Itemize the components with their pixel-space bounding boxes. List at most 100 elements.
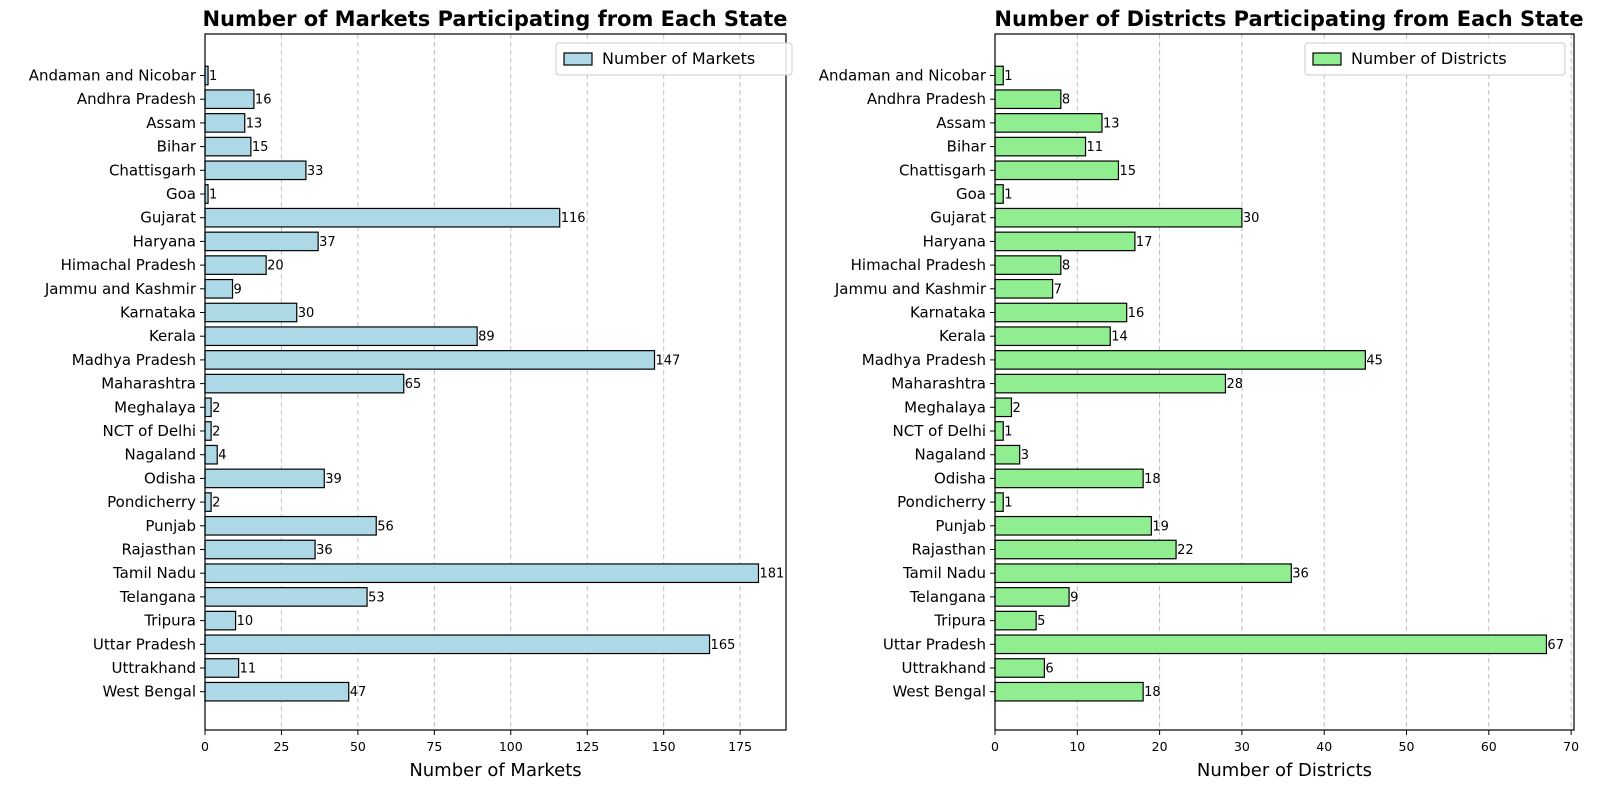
chart-panel-1: Number of Districts Participating from E… <box>819 7 1584 781</box>
category-label: Kerala <box>149 327 196 345</box>
category-label: Haryana <box>133 232 196 250</box>
bar <box>204 255 267 275</box>
bar <box>994 207 1243 228</box>
data-label: 5 <box>1037 614 1045 629</box>
data-label: 67 <box>1547 638 1564 653</box>
bar <box>994 255 1062 275</box>
data-label: 28 <box>1226 377 1243 392</box>
category-label: Chattisgarh <box>899 161 986 179</box>
data-label: 30 <box>1243 211 1260 226</box>
data-label: 9 <box>234 282 242 297</box>
bar <box>204 136 252 157</box>
data-label: 17 <box>1136 235 1153 250</box>
plot-frame <box>204 33 787 731</box>
data-label: 89 <box>478 330 495 345</box>
legend-box <box>1304 42 1566 76</box>
category-label: Rajasthan <box>911 541 986 559</box>
data-label: 1 <box>1004 188 1012 203</box>
bar <box>994 113 1103 133</box>
bar <box>994 634 1548 655</box>
category-label: Tripura <box>143 612 196 630</box>
bar <box>204 89 255 110</box>
bar <box>994 444 1021 465</box>
category-label: Gujarat <box>930 209 986 227</box>
plot-frame <box>994 33 1575 731</box>
bar <box>204 231 319 252</box>
category-label: Tripura <box>933 612 986 630</box>
data-label: 65 <box>405 377 422 392</box>
bar <box>994 563 1292 584</box>
data-label: 45 <box>1366 353 1383 368</box>
x-tick-label: 75 <box>426 739 442 754</box>
bar <box>994 184 1004 204</box>
data-label: 1 <box>209 69 217 84</box>
bar <box>204 350 656 370</box>
category-label: Tamil Nadu <box>902 564 986 582</box>
category-label: Telangana <box>119 588 196 606</box>
bar <box>204 610 237 631</box>
data-label: 181 <box>759 567 784 582</box>
bar <box>204 468 325 489</box>
category-label: Uttar Pradesh <box>883 635 986 653</box>
category-label: Chattisgarh <box>109 161 196 179</box>
category-label: Uttrakhand <box>111 659 196 677</box>
bar <box>994 350 1366 370</box>
x-tick-label: 70 <box>1563 739 1579 754</box>
category-label: Assam <box>146 114 196 132</box>
category-label: Tamil Nadu <box>112 564 196 582</box>
data-label: 56 <box>377 519 394 534</box>
data-label: 6 <box>1045 662 1053 677</box>
x-tick-label: 100 <box>499 739 523 754</box>
category-label: Goa <box>956 185 986 203</box>
legend: Number of Markets <box>555 42 793 76</box>
data-label: 2 <box>212 496 220 511</box>
bar <box>994 302 1128 323</box>
category-label: Madhya Pradesh <box>862 351 986 369</box>
bar <box>994 610 1037 631</box>
bar <box>994 326 1111 347</box>
category-label: Bihar <box>947 138 987 156</box>
category-label: Pondicherry <box>897 493 986 511</box>
chart-title: Number of Districts Participating from E… <box>994 7 1583 31</box>
x-axis-label: Number of Districts <box>1197 760 1372 781</box>
data-label: 2 <box>1012 401 1020 416</box>
category-label: Telangana <box>909 588 986 606</box>
category-label: West Bengal <box>892 683 986 701</box>
data-label: 15 <box>1119 164 1136 179</box>
bar <box>204 113 246 133</box>
bar <box>994 515 1152 536</box>
category-label: Odisha <box>144 469 196 487</box>
bar <box>204 634 711 655</box>
data-label: 1 <box>1004 496 1012 511</box>
category-label: Gujarat <box>140 209 196 227</box>
data-label: 1 <box>209 188 217 203</box>
category-label: Bihar <box>157 138 197 156</box>
bar <box>994 681 1144 702</box>
data-label: 11 <box>240 662 257 677</box>
data-label: 13 <box>246 116 263 131</box>
legend-label: Number of Districts <box>1351 49 1507 68</box>
data-label: 14 <box>1111 330 1128 345</box>
bar <box>994 231 1136 252</box>
bar <box>204 278 234 299</box>
data-label: 20 <box>267 259 284 274</box>
bar <box>994 587 1070 607</box>
category-label: Goa <box>166 185 196 203</box>
bar <box>204 421 212 441</box>
chart-title: Number of Markets Participating from Eac… <box>202 7 787 31</box>
data-label: 165 <box>711 638 736 653</box>
data-label: 9 <box>1070 590 1078 605</box>
bar <box>204 515 377 536</box>
legend: Number of Districts <box>1304 42 1566 76</box>
category-label: Maharashtra <box>101 375 196 393</box>
x-tick-label: 40 <box>1316 739 1332 754</box>
data-label: 8 <box>1062 93 1070 108</box>
category-label: Maharashtra <box>891 375 986 393</box>
data-label: 147 <box>656 353 681 368</box>
bar <box>204 658 240 678</box>
data-label: 11 <box>1087 140 1104 155</box>
category-label: Andhra Pradesh <box>867 90 986 108</box>
category-label: Punjab <box>145 517 196 535</box>
category-label: Karnataka <box>910 304 986 322</box>
